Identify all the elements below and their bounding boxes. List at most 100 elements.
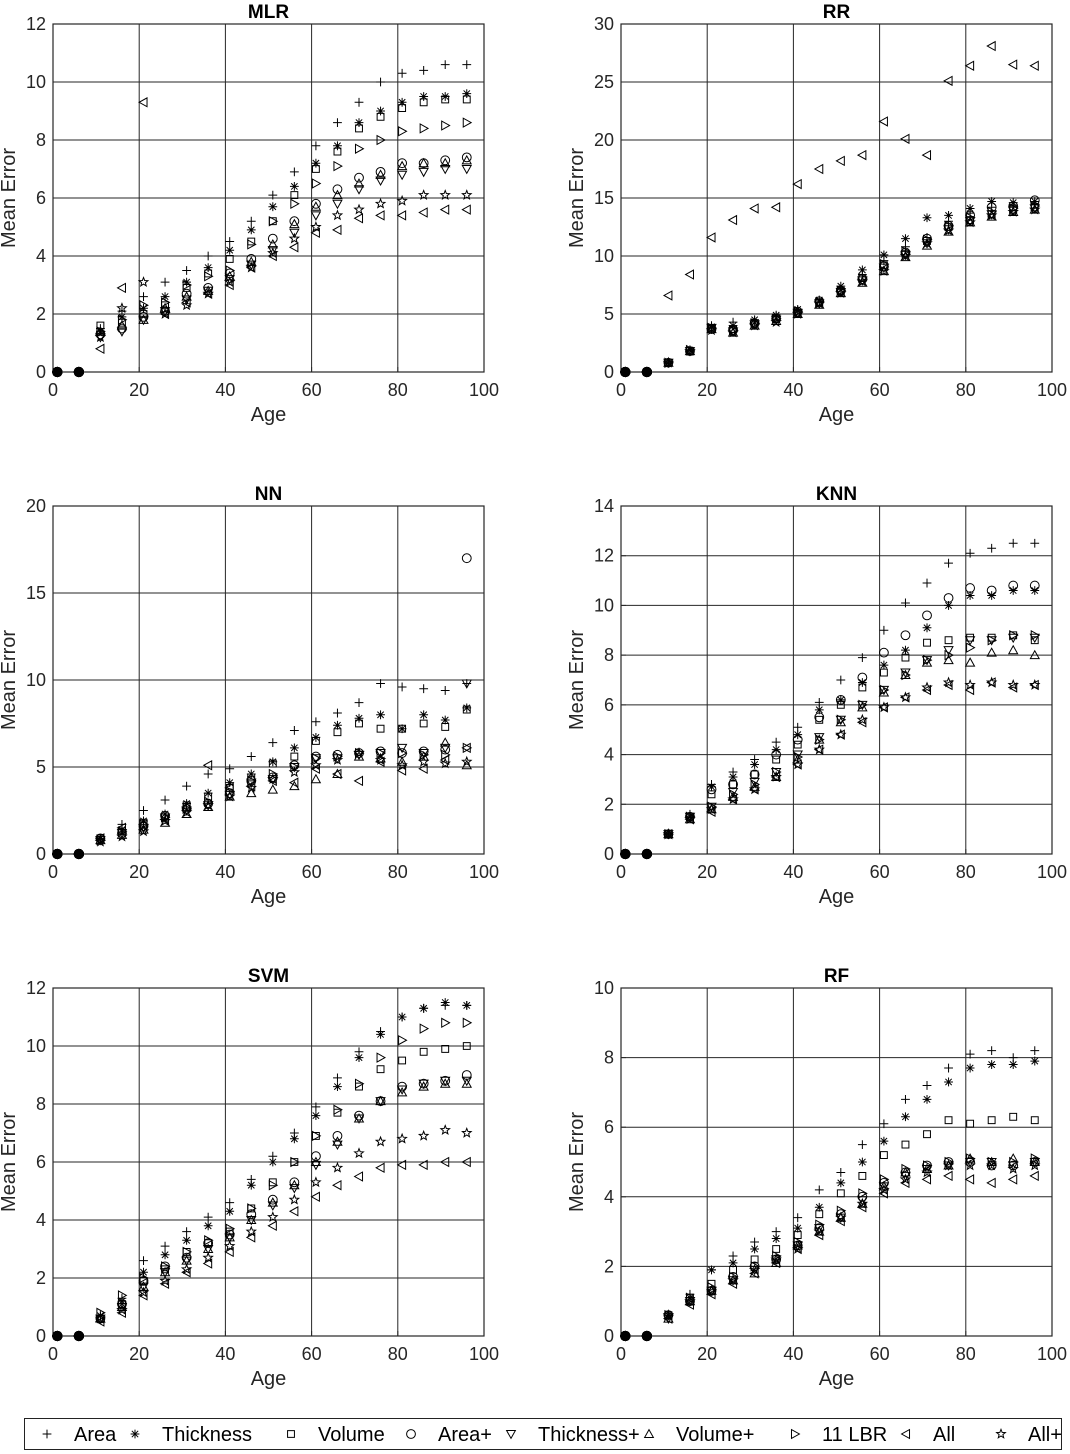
data-point: [922, 234, 933, 246]
data-point: [116, 1307, 126, 1319]
data-point: [332, 768, 342, 780]
data-point: [94, 331, 107, 343]
data-point: [835, 694, 846, 705]
data-point: [923, 1130, 931, 1139]
series-all: [52, 747, 473, 860]
data-point: [376, 1052, 386, 1063]
x-axis-label: Age: [251, 886, 287, 908]
data-point: [288, 242, 299, 253]
data-point: [182, 279, 193, 291]
data-point: [267, 246, 279, 256]
data-point: [419, 123, 430, 134]
data-point: [707, 1265, 716, 1275]
data-point: [267, 775, 277, 787]
data-point: [311, 141, 321, 151]
data-point: [225, 1206, 235, 1216]
data-point: [224, 782, 234, 794]
data-point: [396, 756, 408, 766]
legend-marker: [42, 1429, 52, 1439]
data-point: [333, 1082, 342, 1091]
data-point: [857, 1157, 867, 1167]
data-point: [793, 730, 803, 740]
data-point: [986, 1156, 997, 1167]
data-point: [376, 112, 385, 121]
data-point: [461, 1156, 471, 1168]
data-point: [749, 769, 760, 780]
data-point: [707, 782, 716, 792]
data-point: [355, 124, 363, 133]
data-point: [943, 1160, 954, 1170]
data-point: [987, 197, 997, 206]
data-point: [1007, 1162, 1019, 1174]
y-axis-label: Mean Error: [0, 1112, 20, 1212]
data-point: [986, 636, 997, 646]
data-point: [770, 202, 781, 213]
data-point: [857, 653, 867, 663]
data-point: [180, 1263, 193, 1275]
series-all: [620, 676, 1041, 860]
data-point: [73, 1330, 84, 1342]
x-tick-label: 60: [870, 862, 890, 882]
data-point: [943, 1170, 953, 1182]
series-thickness: [620, 1157, 1041, 1342]
series-thickness: [52, 89, 472, 378]
data-point: [462, 705, 471, 714]
data-point: [836, 1178, 846, 1188]
data-point: [203, 769, 213, 779]
data-point: [964, 678, 976, 690]
data-point: [290, 752, 299, 761]
data-point: [727, 793, 739, 805]
data-point: [396, 765, 407, 776]
data-point: [814, 1202, 824, 1212]
legend-label: Thickness+: [538, 1424, 640, 1446]
data-point: [771, 745, 781, 754]
data-point: [289, 726, 299, 735]
x-tick-label: 0: [48, 1344, 58, 1364]
data-point: [461, 755, 473, 767]
x-tick-label: 60: [870, 1344, 890, 1364]
data-point: [117, 1290, 128, 1301]
data-point: [856, 1197, 869, 1209]
plot-frame: [620, 987, 1053, 1337]
data-point: [376, 134, 386, 146]
data-point: [858, 1171, 867, 1180]
data-point: [139, 816, 148, 826]
data-point: [224, 791, 235, 801]
data-point: [986, 585, 997, 596]
data-point: [354, 1078, 365, 1089]
data-point: [1030, 586, 1040, 595]
data-point: [245, 1225, 257, 1237]
data-point: [52, 848, 63, 860]
data-point: [944, 211, 953, 220]
data-point: [965, 583, 976, 593]
y-axis-label: Mean Error: [566, 148, 588, 248]
data-point: [461, 204, 471, 215]
data-point: [268, 1157, 278, 1167]
series-volume: [620, 1153, 1041, 1342]
data-point: [748, 1263, 761, 1275]
data-point: [835, 1215, 845, 1227]
data-point: [727, 787, 739, 798]
data-point: [770, 770, 782, 782]
data-point: [942, 676, 955, 688]
data-point: [310, 201, 322, 211]
data-point: [419, 684, 429, 694]
data-point: [204, 1235, 214, 1246]
data-point: [289, 762, 300, 773]
data-point: [246, 1209, 257, 1220]
series-area: [52, 679, 472, 860]
data-point: [290, 191, 299, 200]
series-volume: [52, 154, 473, 378]
data-point: [116, 822, 126, 834]
data-point: [374, 1135, 387, 1147]
y-tick-label: 20: [594, 130, 614, 150]
x-tick-label: 100: [1037, 1344, 1067, 1364]
data-point: [419, 1047, 428, 1056]
data-point: [1008, 586, 1018, 595]
data-point: [900, 133, 910, 145]
data-point: [1029, 60, 1039, 72]
data-point: [246, 752, 256, 761]
x-tick-label: 40: [215, 1344, 235, 1364]
data-point: [417, 189, 430, 200]
data-point: [986, 40, 996, 52]
